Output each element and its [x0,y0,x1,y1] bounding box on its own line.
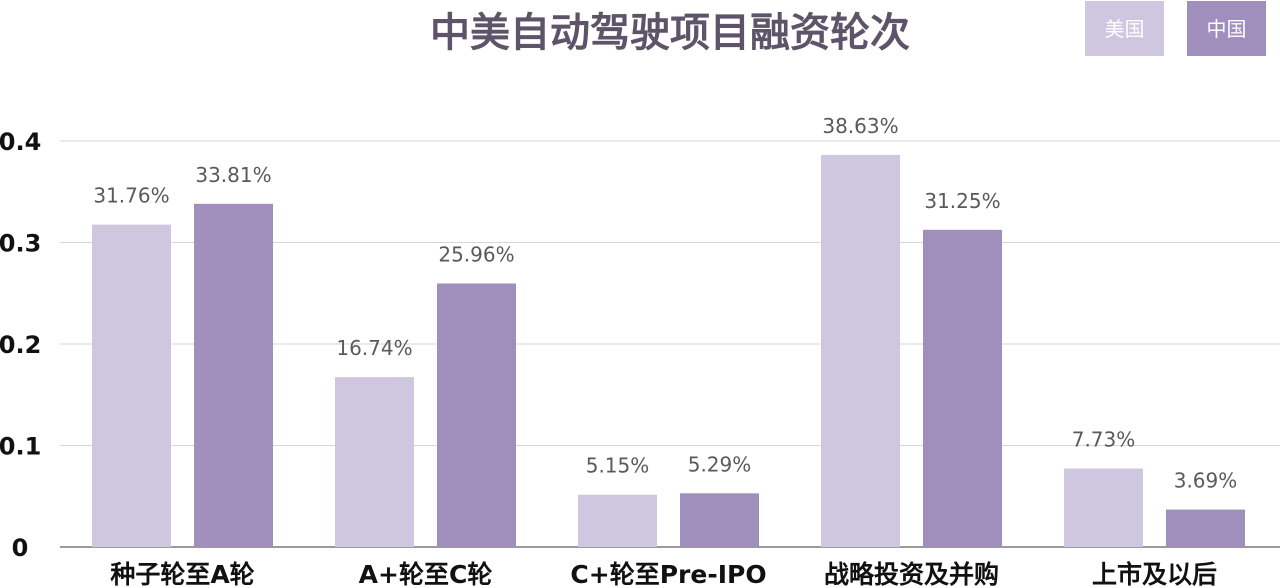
data-label: 7.73% [1072,428,1136,452]
data-label: 3.69% [1174,469,1238,493]
axis-layer: 0 0.1 0.2 0.3 0.4 种子轮至A轮 A+轮至C轮 C+轮至Pre-IPO 战略投资… [0,128,1280,588]
x-tick-label: 上市及以后 [1092,560,1217,588]
y-tick-label: 0.1 [0,433,41,461]
bar-cn [923,229,1002,547]
bar-us [335,377,414,547]
y-tick-label: 0 [12,534,29,562]
y-tick-label: 0.3 [0,230,41,258]
legend-swatch [1187,1,1266,56]
bar-us [821,154,900,547]
bar-cn [437,283,516,547]
bar-us [92,224,171,548]
x-tick-label: 战略投资及并购 [824,560,999,588]
y-tick-label: 0.4 [0,128,41,156]
legend: 美国 中国 [1085,1,1266,56]
data-labels-layer: 31.76% 16.74% 5.15% 38.63% 7.73% 33.81% 25.96%… [93,114,1237,493]
bar-cn [194,203,273,548]
data-label: 25.96% [438,243,514,267]
data-label: 38.63% [822,114,898,138]
x-tick-label: A+轮至C轮 [359,560,493,588]
data-label: 31.76% [93,184,169,208]
legend-label: 美国 [1105,17,1145,41]
x-tick-label: C+轮至Pre-IPO [570,560,766,588]
bars-layer [92,154,1245,548]
legend-swatch [1085,1,1164,56]
y-tick-label: 0.2 [0,331,41,359]
x-tick-label: 种子轮至A轮 [110,560,254,588]
bar-cn [1166,509,1245,547]
chart-title: 中美自动驾驶项目融资轮次 [430,10,910,56]
data-label: 31.25% [924,189,1000,213]
data-label: 5.15% [586,454,650,478]
bar-us [578,494,657,547]
bar-us [1064,468,1143,547]
bar-cn [680,493,759,547]
legend-label: 中国 [1207,17,1247,41]
data-label: 33.81% [195,163,271,187]
data-label: 5.29% [688,452,752,476]
data-label: 16.74% [336,336,412,360]
